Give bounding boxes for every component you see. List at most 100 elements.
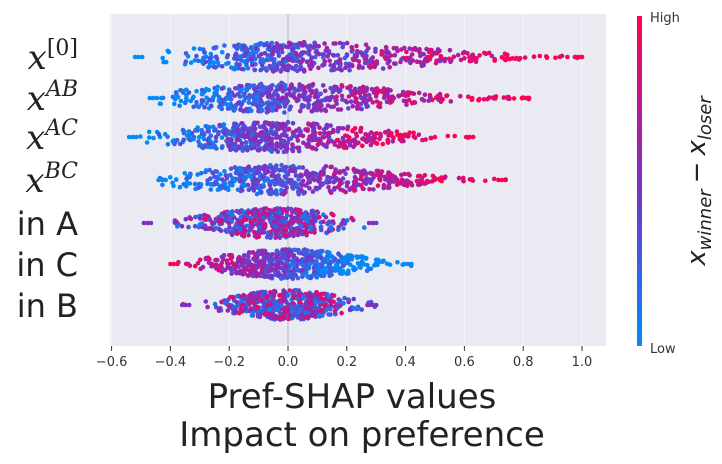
shap-point [201,135,206,141]
shap-point [361,90,367,95]
shap-point [276,96,281,101]
shap-point [276,227,281,232]
shap-point [308,224,313,230]
shap-point [240,121,245,126]
shap-point [256,139,262,144]
shap-point [301,140,306,146]
shap-point [288,42,293,48]
shap-point [322,107,328,112]
shap-point [386,96,392,102]
shap-point [286,54,291,59]
shap-point [483,178,488,184]
shap-point [371,187,376,192]
shap-point [496,177,501,183]
feature-label: xBC [25,159,78,201]
shap-point [351,296,357,302]
shap-point [299,312,305,317]
shap-point [218,228,224,233]
shap-point [172,141,177,147]
shap-point [296,250,302,255]
shap-point [295,145,300,151]
shap-point [341,226,346,231]
shap-point [332,66,338,72]
shap-point [553,55,558,61]
shap-point [246,85,252,90]
shap-point [319,263,325,269]
shap-point [225,262,231,267]
shap-point [320,307,325,313]
shap-point [217,122,222,128]
x-axis: −0.6 −0.4 −0.2 0.0 0.2 0.4 0.6 0.8 1.0 [96,346,592,370]
shap-point [239,66,245,72]
shap-point [531,54,537,59]
shap-point [326,253,331,258]
shap-point [229,138,234,143]
shap-point [354,168,360,174]
shap-point [519,95,525,101]
shap-point [316,253,321,258]
shap-point [337,170,343,175]
shap-point [350,127,356,133]
shap-point [177,184,183,190]
shap-point [499,177,505,183]
shap-point [322,259,328,265]
shap-point [238,44,243,50]
shap-point [281,149,287,155]
shap-point [505,94,510,100]
feature-label: x[0] [28,36,78,78]
shap-point [319,296,325,301]
shap-point [310,170,316,176]
shap-point [241,292,246,298]
shap-point [370,100,376,105]
shap-point [318,91,324,97]
shap-point [136,54,141,60]
shap-point [228,147,233,153]
shap-point [373,220,379,226]
shap-point [250,62,255,68]
shap-point [328,302,333,308]
shap-point [216,94,222,100]
shap-point [251,188,257,193]
shap-point [231,304,237,310]
shap-point [407,173,413,178]
shap-point [202,143,208,148]
shap-point [251,168,257,173]
shap-point [269,129,274,134]
shap-point [228,166,234,171]
shap-point [378,134,383,139]
svg-text:xwinner−xloser: xwinner−xloser [682,95,716,267]
shap-point [307,185,312,191]
shap-point [344,271,350,277]
shap-point [285,223,291,228]
shap-point [354,96,359,102]
shap-point [387,64,393,70]
shap-point [430,173,436,179]
shap-point [170,180,175,186]
shap-point [394,45,399,51]
shap-point [323,302,328,308]
shap-point [285,272,291,277]
shap-point [576,54,581,60]
shap-point [203,168,209,173]
shap-point [281,143,287,149]
shap-point [492,58,498,63]
shap-point [302,247,308,252]
shap-point [219,254,225,260]
shap-point [212,90,217,96]
shap-point [337,57,343,62]
shap-point [337,40,343,46]
shap-point [326,294,332,299]
shap-point [267,191,272,196]
shap-point [343,133,348,139]
shap-point [416,182,421,188]
shap-point [332,87,337,93]
shap-point [401,98,407,103]
shap-point [290,228,296,234]
shap-point [286,57,292,63]
shap-point [249,142,254,147]
shap-point [305,95,311,100]
shap-point [188,171,193,177]
shap-point [278,84,284,90]
shap-point [276,100,282,105]
shap-point [383,177,388,182]
